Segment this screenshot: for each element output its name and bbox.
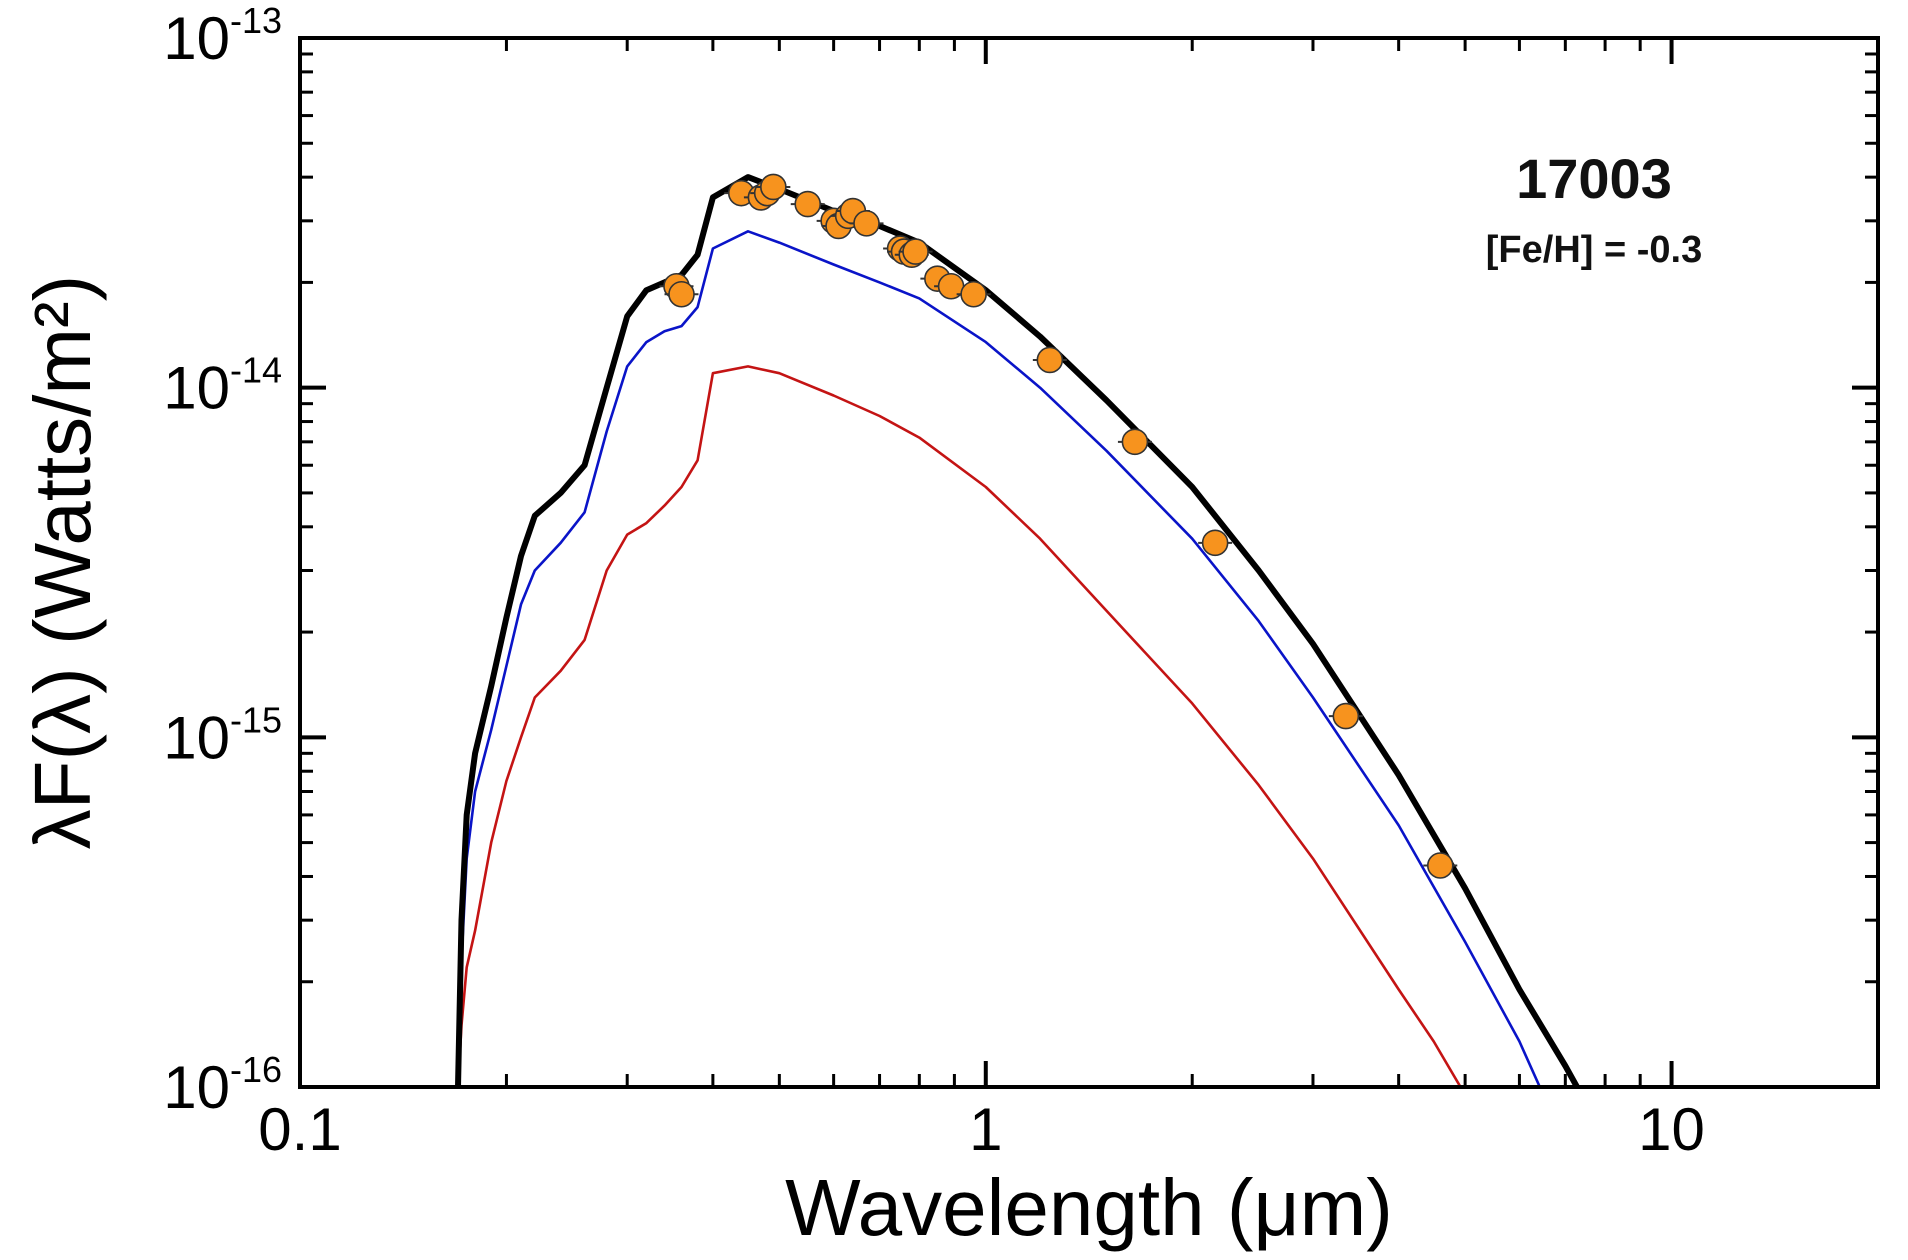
photometry-point <box>760 173 787 201</box>
plot-series <box>455 174 1581 1087</box>
photometry-point <box>1332 702 1360 730</box>
minor-ticks <box>300 38 1878 1087</box>
x-tick-label: 1 <box>969 1096 1002 1163</box>
photometry-point <box>668 280 695 308</box>
photometry-point <box>960 280 987 308</box>
x-tick-label: 10 <box>1638 1096 1705 1163</box>
series-total-line <box>455 174 1581 1087</box>
y-tick-label: 10-16 <box>163 1049 282 1121</box>
y-tick-label: 10-14 <box>163 350 282 422</box>
photometry-point <box>902 238 929 265</box>
series-primary-line <box>456 230 1542 1087</box>
star-id-label: 17003 <box>1516 147 1672 210</box>
photometry-point <box>1036 346 1064 374</box>
y-tick-label: 10-15 <box>163 699 282 771</box>
photometry-point <box>1426 852 1454 879</box>
series-secondary-line <box>456 365 1463 1087</box>
y-tick-labels: 10-13 10-14 10-15 10-16 <box>163 0 282 1121</box>
x-tick-label: 0.1 <box>258 1096 341 1163</box>
photometry-point <box>1201 529 1229 557</box>
plot-frame <box>298 36 1880 1089</box>
major-ticks <box>298 36 1878 1089</box>
y-axis-title: λF(λ) (Watts/m²) <box>18 275 107 850</box>
x-tick-labels: 0.1 1 10 <box>258 1096 1705 1163</box>
metallicity-label: [Fe/H] = -0.3 <box>1486 229 1702 271</box>
x-axis-title: Wavelength (μm) <box>785 1163 1393 1252</box>
photometry-point <box>794 190 822 218</box>
photometry-point <box>1121 428 1149 456</box>
y-tick-label: 10-13 <box>163 0 282 72</box>
photometry-points <box>659 173 1458 879</box>
photometry-point <box>853 210 880 237</box>
